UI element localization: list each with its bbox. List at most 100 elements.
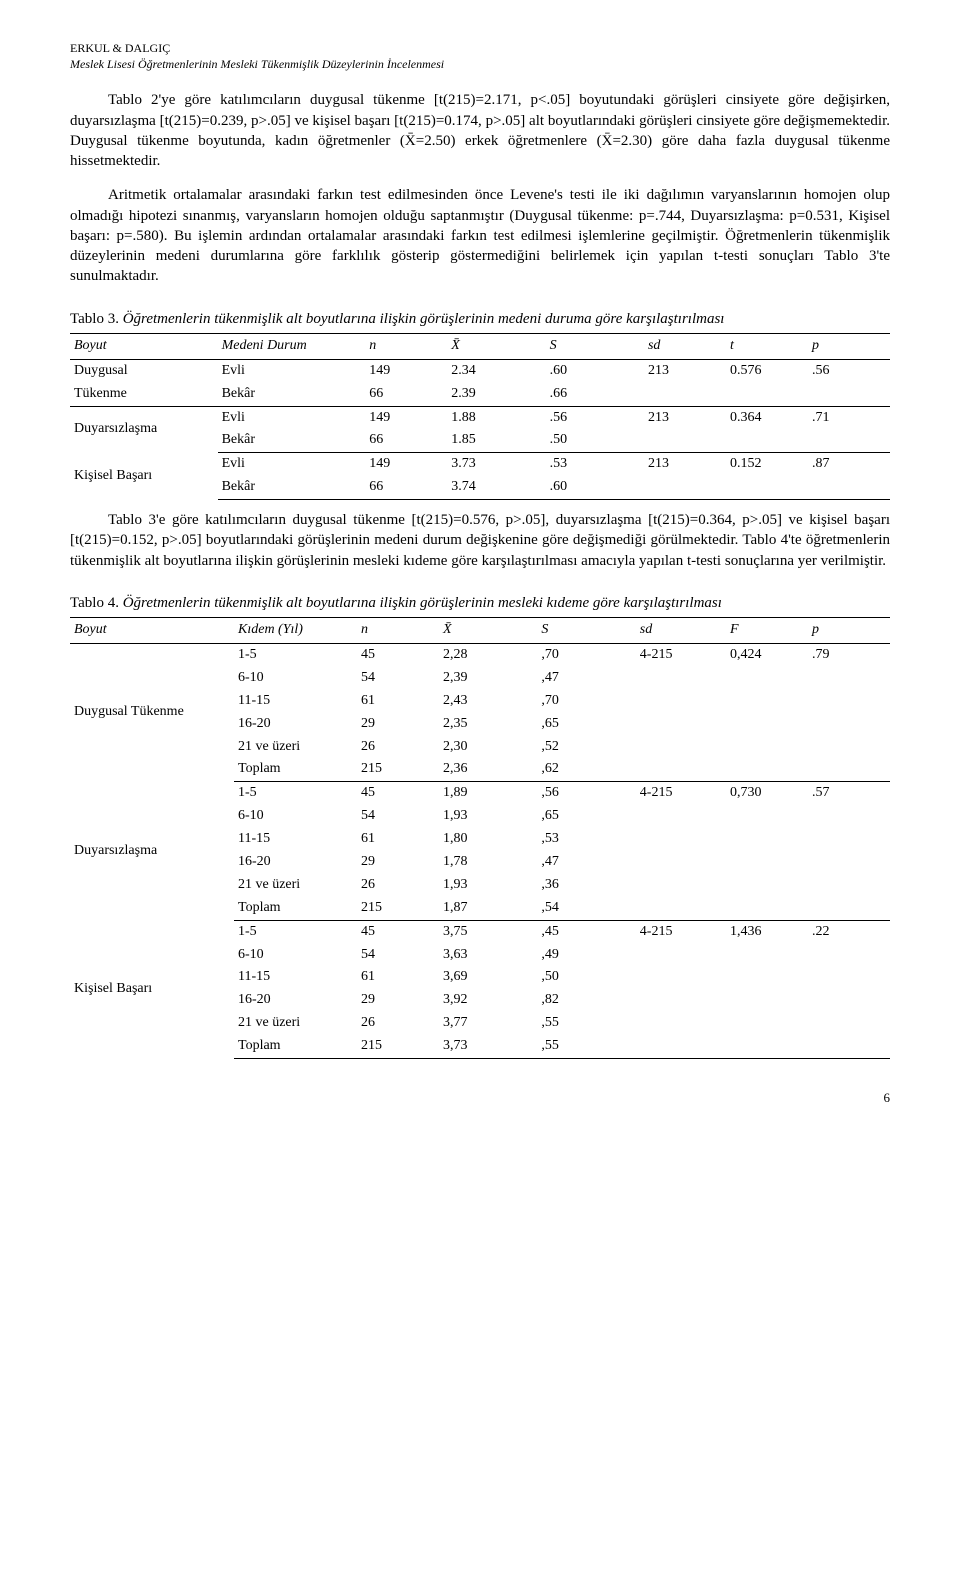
cell-sd	[636, 805, 726, 828]
cell: 1-5	[234, 644, 357, 667]
cell-n: 149	[365, 359, 447, 382]
table-row: Duygusal Evli 149 2.34 .60 213 0.576 .56	[70, 359, 890, 382]
cell-p: .79	[808, 644, 890, 667]
cell: 61	[357, 966, 439, 989]
cell: 16-20	[234, 851, 357, 874]
cell-boyut: Duyarsızlaşma	[70, 406, 218, 453]
cell: ,82	[537, 989, 635, 1012]
table4-th-kidem: Kıdem (Yıl)	[234, 618, 357, 644]
cell-boyut: Duygusal	[70, 359, 218, 382]
cell: 61	[357, 690, 439, 713]
table4-th-f: F	[726, 618, 808, 644]
cell-f	[726, 989, 808, 1012]
cell: 26	[357, 874, 439, 897]
cell: 54	[357, 805, 439, 828]
cell: 1-5	[234, 920, 357, 943]
header-authors: ERKUL & DALGIÇ	[70, 40, 890, 56]
table3-th-xbar: X̄	[447, 333, 545, 359]
paragraph-1: Tablo 2'ye göre katılımcıların duygusal …	[70, 90, 890, 171]
cell-sd	[644, 476, 726, 499]
cell-sd	[636, 736, 726, 759]
cell-x: 2.34	[447, 359, 545, 382]
cell: ,36	[537, 874, 635, 897]
table3-th-p: p	[808, 333, 890, 359]
cell: 21 ve üzeri	[234, 736, 357, 759]
cell-medeni: Bekâr	[218, 429, 366, 452]
cell: ,55	[537, 1012, 635, 1035]
cell-f	[726, 966, 808, 989]
cell-p	[808, 989, 890, 1012]
cell-p	[808, 828, 890, 851]
cell-sd	[636, 1012, 726, 1035]
table4-th-sd: sd	[636, 618, 726, 644]
cell-sd	[636, 966, 726, 989]
cell: ,65	[537, 805, 635, 828]
cell-sd: 4-215	[636, 782, 726, 805]
cell-f	[726, 713, 808, 736]
cell: 215	[357, 1035, 439, 1058]
cell: 1,93	[439, 874, 537, 897]
cell-s: .60	[546, 359, 644, 382]
cell: Toplam	[234, 1035, 357, 1058]
cell: 3,77	[439, 1012, 537, 1035]
cell: ,70	[537, 690, 635, 713]
cell-s: .56	[546, 406, 644, 429]
cell-x: 1.88	[447, 406, 545, 429]
table4: Boyut Kıdem (Yıl) n X̄ S sd F p Duygusal…	[70, 617, 890, 1059]
cell-medeni: Bekâr	[218, 383, 366, 406]
cell-n: 66	[365, 429, 447, 452]
cell-f	[726, 1035, 808, 1058]
cell-p	[808, 758, 890, 781]
cell-p: .56	[808, 359, 890, 382]
table-row: Kişisel Başarı1-5453,75,454-2151,436.22	[70, 920, 890, 943]
cell-f	[726, 874, 808, 897]
cell: 45	[357, 644, 439, 667]
cell: 26	[357, 736, 439, 759]
cell-t: 0.576	[726, 359, 808, 382]
cell-sd	[636, 1035, 726, 1058]
cell-medeni: Evli	[218, 406, 366, 429]
cell: ,54	[537, 897, 635, 920]
cell-f	[726, 944, 808, 967]
cell: ,47	[537, 851, 635, 874]
table-row: Tükenme Bekâr 66 2.39 .66	[70, 383, 890, 406]
cell-t	[726, 429, 808, 452]
cell-x: 1.85	[447, 429, 545, 452]
cell-p: .87	[808, 453, 890, 476]
table4-th-s: S	[537, 618, 635, 644]
cell-p	[808, 690, 890, 713]
cell-f	[726, 897, 808, 920]
table3-caption-lead: Tablo 3.	[70, 311, 123, 327]
cell: ,45	[537, 920, 635, 943]
cell: 29	[357, 989, 439, 1012]
cell: 11-15	[234, 966, 357, 989]
cell-f: 0,424	[726, 644, 808, 667]
cell: 3,63	[439, 944, 537, 967]
cell: 2,39	[439, 667, 537, 690]
cell-medeni: Bekâr	[218, 476, 366, 499]
cell: 26	[357, 1012, 439, 1035]
cell-t	[726, 383, 808, 406]
table4-caption: Tablo 4. Öğretmenlerin tükenmişlik alt b…	[70, 593, 890, 613]
cell: 2,35	[439, 713, 537, 736]
cell-t: 0.364	[726, 406, 808, 429]
cell-f	[726, 736, 808, 759]
cell-f	[726, 1012, 808, 1035]
cell-boyut: Tükenme	[70, 383, 218, 406]
cell-f	[726, 828, 808, 851]
cell: 215	[357, 758, 439, 781]
cell-sd	[636, 989, 726, 1012]
cell-p	[808, 1012, 890, 1035]
table-row: Duygusal Tükenme1-5452,28,704-2150,424.7…	[70, 644, 890, 667]
cell: 2,28	[439, 644, 537, 667]
cell: ,49	[537, 944, 635, 967]
cell: 6-10	[234, 805, 357, 828]
table4-th-p: p	[808, 618, 890, 644]
cell-n: 149	[365, 406, 447, 429]
cell: ,62	[537, 758, 635, 781]
cell-x: 3.73	[447, 453, 545, 476]
table3-caption: Tablo 3. Öğretmenlerin tükenmişlik alt b…	[70, 309, 890, 329]
cell-boyut: Kişisel Başarı	[70, 920, 234, 1058]
cell: ,50	[537, 966, 635, 989]
cell-x: 3.74	[447, 476, 545, 499]
